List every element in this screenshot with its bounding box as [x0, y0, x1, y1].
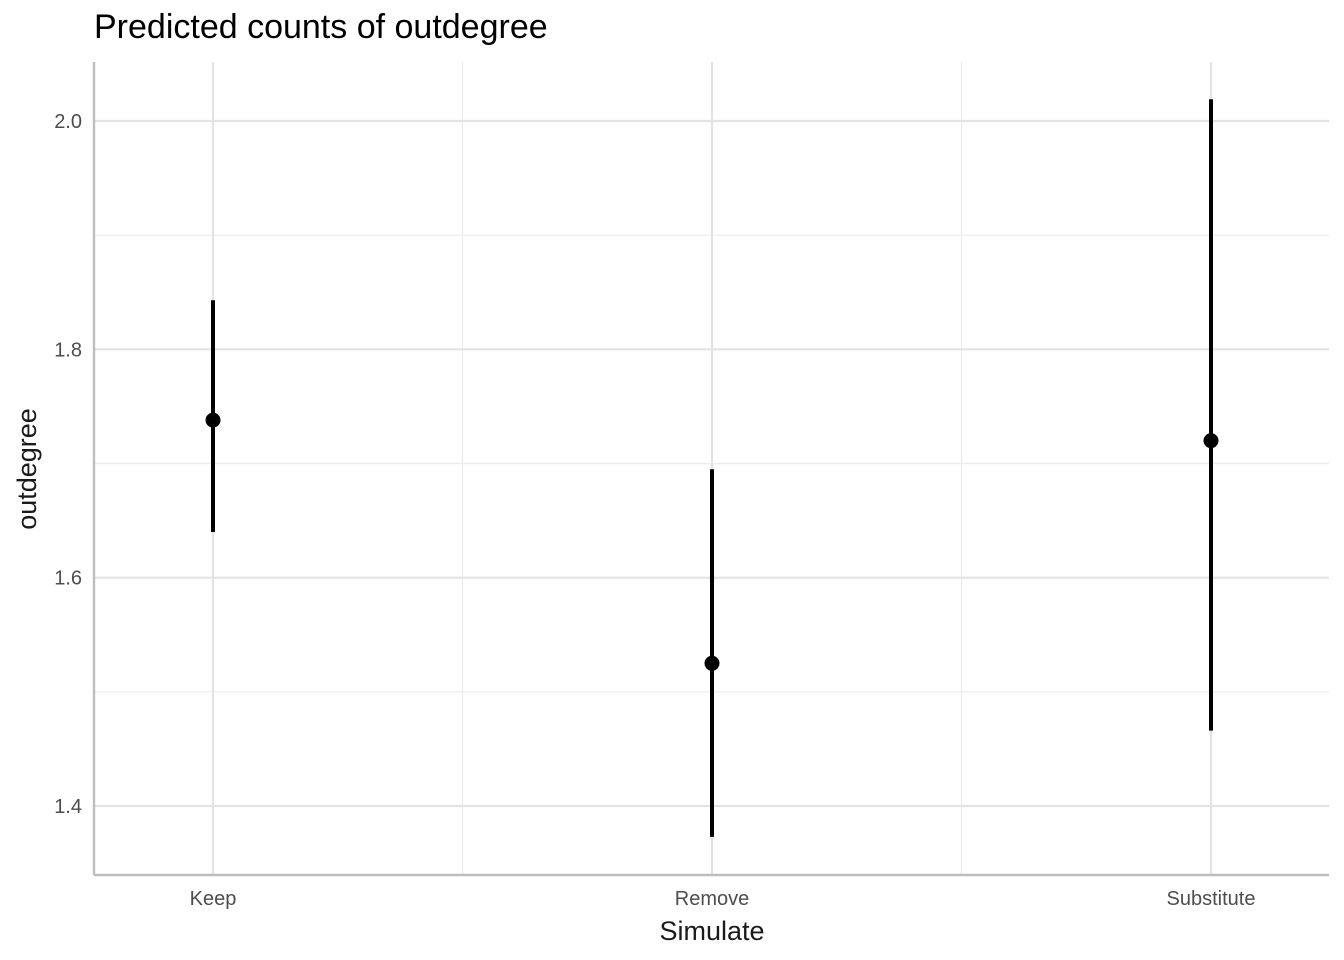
- chart-title: Predicted counts of outdegree: [94, 8, 548, 46]
- y-tick-label: 1.6: [54, 568, 82, 590]
- x-tick-label: Substitute: [1167, 888, 1256, 910]
- x-tick-label: Keep: [190, 888, 237, 910]
- x-tick-label: Remove: [675, 888, 749, 910]
- point-remove: [704, 655, 720, 671]
- y-tick-label: 1.8: [54, 339, 82, 361]
- point-keep: [205, 412, 221, 428]
- tick-labels: 1.4 1.6 1.8 2.0 Keep Remove Substitute: [54, 111, 1255, 910]
- point-substitute: [1203, 433, 1219, 449]
- x-axis-title: Simulate: [659, 916, 764, 946]
- axes: [92, 62, 1329, 877]
- data-marks: [205, 99, 1219, 837]
- y-tick-label: 1.4: [54, 796, 82, 818]
- y-tick-label: 2.0: [54, 111, 82, 133]
- y-axis-title: outdegree: [12, 408, 42, 530]
